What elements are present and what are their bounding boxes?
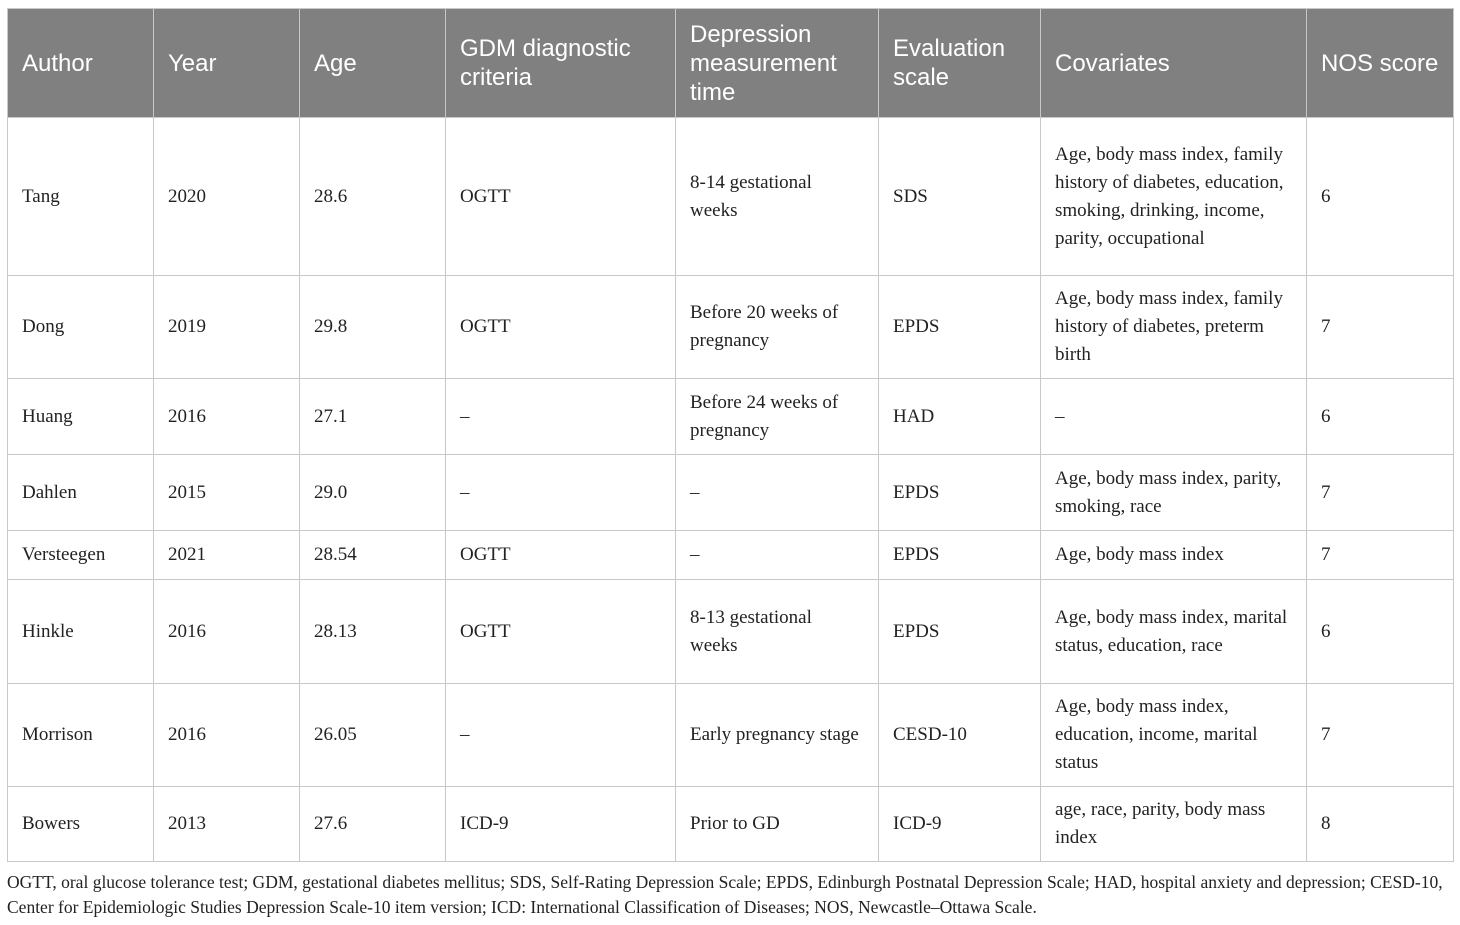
header-cell: NOS score: [1306, 8, 1454, 118]
header-cell: Year: [153, 8, 300, 118]
table-row: Tang 2020 28.6 OGTT 8-14 gestational weeks SD…: [7, 117, 1454, 276]
table-cell: 26.05: [299, 683, 446, 787]
table-cell: OGTT: [445, 579, 676, 684]
table-cell: OGTT: [445, 117, 676, 276]
table-cell: Tang: [7, 117, 154, 276]
header-row: Author Year Age GDM diagnostic criteria Depr…: [7, 8, 1454, 118]
table-cell: Age, body mass index, education, income,…: [1040, 683, 1307, 787]
table-cell: 28.6: [299, 117, 446, 276]
table-cell: Age, body mass index: [1040, 530, 1307, 580]
header-cell: Author: [7, 8, 154, 118]
table-cell: Versteegen: [7, 530, 154, 580]
table-cell: Age, body mass index, marital status, ed…: [1040, 579, 1307, 684]
table-cell: 8-14 gestational weeks: [675, 117, 879, 276]
footnote: OGTT, oral glucose tolerance test; GDM, …: [7, 872, 1443, 917]
table-row: Hinkle 2016 28.13 OGTT 8-13 gestational week…: [7, 579, 1454, 684]
table-row: Dong 2019 29.8 OGTT Before 20 weeks of pregn…: [7, 275, 1454, 379]
table-row: Bowers 2013 27.6 ICD-9 Prior to GD ICD-9 age, …: [7, 786, 1454, 862]
table-cell: Hinkle: [7, 579, 154, 684]
data-table: Author Year Age GDM diagnostic criteria Depr…: [7, 8, 1454, 862]
table-cell: 2016: [153, 579, 300, 684]
table-cell: –: [445, 683, 676, 787]
table-cell: age, race, parity, body mass index: [1040, 786, 1307, 862]
table-body: Tang 2020 28.6 OGTT 8-14 gestational weeks SD…: [7, 117, 1454, 862]
table-cell: –: [1040, 378, 1307, 455]
table-cell: Age, body mass index, parity, smoking, r…: [1040, 454, 1307, 531]
table-cell: 7: [1306, 683, 1454, 787]
table-cell: 2015: [153, 454, 300, 531]
table-cell: OGTT: [445, 530, 676, 580]
table-cell: EPDS: [878, 454, 1041, 531]
table-cell: 2016: [153, 378, 300, 455]
table-cell: EPDS: [878, 579, 1041, 684]
table-cell: Morrison: [7, 683, 154, 787]
header-cell: Depression measurement time: [675, 8, 879, 118]
table-cell: Early pregnancy stage: [675, 683, 879, 787]
table-cell: 28.13: [299, 579, 446, 684]
table-cell: 8: [1306, 786, 1454, 862]
table-cell: Dong: [7, 275, 154, 379]
table-cell: 7: [1306, 454, 1454, 531]
table-cell: 29.8: [299, 275, 446, 379]
table-cell: SDS: [878, 117, 1041, 276]
header-cell: Evaluation scale: [878, 8, 1041, 118]
table-cell: 27.6: [299, 786, 446, 862]
table-cell: –: [675, 454, 879, 531]
table-cell: 28.54: [299, 530, 446, 580]
table-cell: 2021: [153, 530, 300, 580]
table-row: Huang 2016 27.1– Before 24 weeks of pregnan…: [7, 378, 1454, 455]
table-cell: Age, body mass index, family history of …: [1040, 117, 1307, 276]
header-cell: Age: [299, 8, 446, 118]
table-cell: CESD-10: [878, 683, 1041, 787]
table-cell: 27.1: [299, 378, 446, 455]
table-row: Dahlen 2015 29.0– – EPDS Age, body mass index…: [7, 454, 1454, 531]
table-cell: Before 20 weeks of pregnancy: [675, 275, 879, 379]
table-cell: 8-13 gestational weeks: [675, 579, 879, 684]
table-cell: 7: [1306, 530, 1454, 580]
table-cell: ICD-9: [878, 786, 1041, 862]
table-cell: –: [675, 530, 879, 580]
table-cell: 2019: [153, 275, 300, 379]
table-cell: 2020: [153, 117, 300, 276]
table-cell: Before 24 weeks of pregnancy: [675, 378, 879, 455]
table-cell: Age, body mass index, family history of …: [1040, 275, 1307, 379]
table-cell: Prior to GD: [675, 786, 879, 862]
table-cell: EPDS: [878, 530, 1041, 580]
table-cell: –: [445, 378, 676, 455]
table-cell: OGTT: [445, 275, 676, 379]
table-row: Versteegen 2021 28.54 OGTT – EPDS Age, body ma…: [7, 530, 1454, 580]
table-cell: Dahlen: [7, 454, 154, 531]
table-cell: Huang: [7, 378, 154, 455]
table-cell: 29.0: [299, 454, 446, 531]
table-cell: ICD-9: [445, 786, 676, 862]
table-cell: 6: [1306, 579, 1454, 684]
table-row: Morrison 2016 26.05– Early pregnancy stage C…: [7, 683, 1454, 787]
header-cell: GDM diagnostic criteria: [445, 8, 676, 118]
table-cell: 6: [1306, 378, 1454, 455]
header-cell: Covariates: [1040, 8, 1307, 118]
table-cell: Bowers: [7, 786, 154, 862]
table-cell: 2013: [153, 786, 300, 862]
table-cell: –: [445, 454, 676, 531]
table-cell: 7: [1306, 275, 1454, 379]
table-cell: HAD: [878, 378, 1041, 455]
table-cell: EPDS: [878, 275, 1041, 379]
table-cell: 6: [1306, 117, 1454, 276]
table-cell: 2016: [153, 683, 300, 787]
